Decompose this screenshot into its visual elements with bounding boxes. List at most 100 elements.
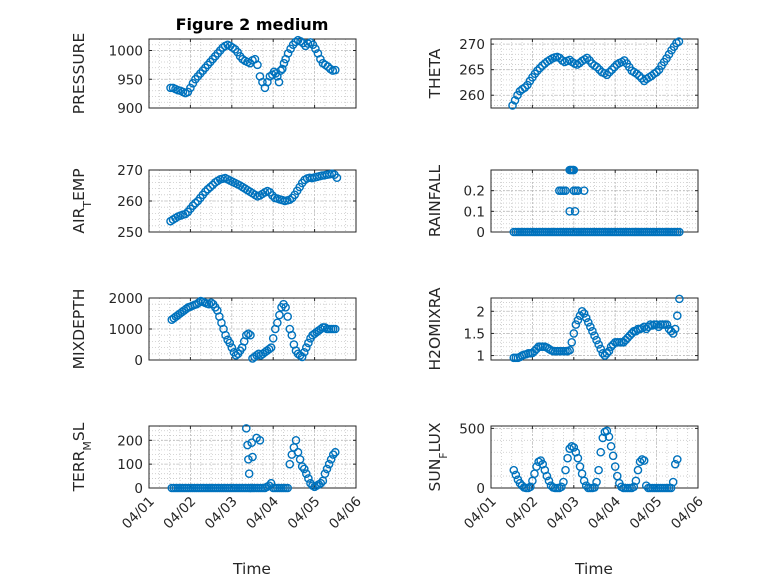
- data-point: [508, 101, 517, 110]
- data-point: [662, 320, 672, 329]
- data-point: [201, 187, 210, 196]
- data-point: [246, 483, 255, 493]
- data-point: [588, 326, 597, 336]
- data-point: [538, 61, 547, 70]
- y-tick-label: 2: [476, 304, 485, 320]
- data-point: [606, 441, 616, 451]
- data-point: [304, 474, 313, 483]
- data-point: [181, 209, 190, 219]
- y-axis-label: RAINFALL: [426, 164, 444, 237]
- data-point: [542, 471, 552, 481]
- grid: [490, 169, 699, 233]
- data-point: [633, 465, 643, 475]
- data-markers: [167, 296, 340, 363]
- data-point: [592, 335, 601, 345]
- data-point: [573, 315, 583, 325]
- data-point: [652, 320, 661, 329]
- y-tick-label: 500: [459, 421, 485, 437]
- subplot-theta: 260 265 270 THETA: [426, 37, 699, 110]
- data-point: [326, 455, 336, 464]
- data-point: [316, 324, 326, 334]
- data-point: [565, 345, 574, 355]
- data-point: [291, 436, 301, 445]
- data-point: [567, 337, 577, 347]
- data-point: [275, 310, 284, 320]
- data-point: [627, 329, 637, 338]
- data-point: [330, 447, 340, 457]
- data-point: [255, 436, 265, 445]
- y-tick-label: 1000: [109, 322, 143, 338]
- x-axis-label-left: Time: [232, 560, 271, 578]
- data-point: [273, 318, 282, 328]
- data-point: [299, 464, 309, 474]
- data-point: [330, 65, 340, 75]
- data-point: [652, 67, 661, 77]
- data-point: [264, 344, 274, 354]
- y-axis-label: THETA: [426, 48, 444, 99]
- data-point: [581, 313, 591, 323]
- data-point: [253, 60, 262, 70]
- data-point: [607, 65, 617, 74]
- data-point: [596, 344, 606, 354]
- data-point: [274, 77, 284, 87]
- y-axis-label: H2OMIXRA: [426, 287, 444, 370]
- data-point: [592, 477, 601, 487]
- subplot-mixdepth: 0 1000 2000 MIXDEPTH: [70, 289, 357, 370]
- y-tick-label: 0.1: [464, 204, 485, 220]
- data-point: [632, 69, 642, 79]
- y-tick-label: 200: [117, 433, 143, 449]
- data-point: [287, 330, 297, 340]
- y-axis-label: AIRTEMP: [70, 168, 94, 233]
- data-point: [610, 462, 620, 471]
- data-point: [670, 324, 680, 334]
- x-axis-label-right: Time: [574, 560, 613, 578]
- y-axis-label: TERRMSL: [70, 422, 94, 492]
- data-point: [248, 452, 257, 462]
- data-point: [320, 469, 330, 478]
- data-point: [266, 478, 276, 488]
- y-tick-label: 250: [117, 225, 143, 241]
- data-point: [675, 294, 684, 304]
- data-point: [673, 311, 682, 321]
- data-point: [194, 298, 203, 307]
- data-point: [582, 53, 592, 63]
- data-markers: [509, 426, 682, 493]
- y-tick-label: 260: [117, 194, 143, 210]
- data-point: [243, 440, 252, 450]
- data-point: [241, 330, 251, 340]
- data-point: [668, 329, 678, 338]
- data-point: [573, 186, 583, 195]
- data-point: [244, 455, 253, 464]
- data-point: [244, 329, 253, 338]
- data-point: [311, 44, 320, 54]
- data-point: [285, 459, 295, 469]
- y-tick-label: 950: [117, 72, 143, 88]
- subplot-rainfall: 0 0.1 0.2 RAINFALL: [426, 164, 699, 241]
- data-point: [604, 346, 614, 356]
- y-tick-label: 1000: [109, 44, 143, 60]
- data-markers: [166, 35, 340, 98]
- data-point: [322, 464, 332, 474]
- data-point: [565, 444, 574, 453]
- data-point: [569, 186, 579, 195]
- data-point: [565, 207, 574, 216]
- y-axis-label: MIXDEPTH: [70, 289, 88, 370]
- data-point: [510, 96, 520, 105]
- data-point: [247, 438, 256, 447]
- data-point: [592, 62, 602, 72]
- y-axis-label: PRESSURE: [70, 33, 88, 115]
- y-tick-label: 1: [476, 349, 485, 365]
- data-point: [569, 443, 579, 452]
- data-point: [631, 476, 641, 486]
- axes-box: [490, 297, 699, 361]
- data-point: [302, 343, 311, 352]
- data-point: [590, 331, 599, 340]
- data-point: [330, 324, 340, 334]
- data-point: [316, 478, 326, 488]
- data-point: [297, 462, 307, 471]
- data-point: [555, 53, 565, 63]
- data-point: [602, 70, 612, 80]
- data-point: [509, 465, 519, 475]
